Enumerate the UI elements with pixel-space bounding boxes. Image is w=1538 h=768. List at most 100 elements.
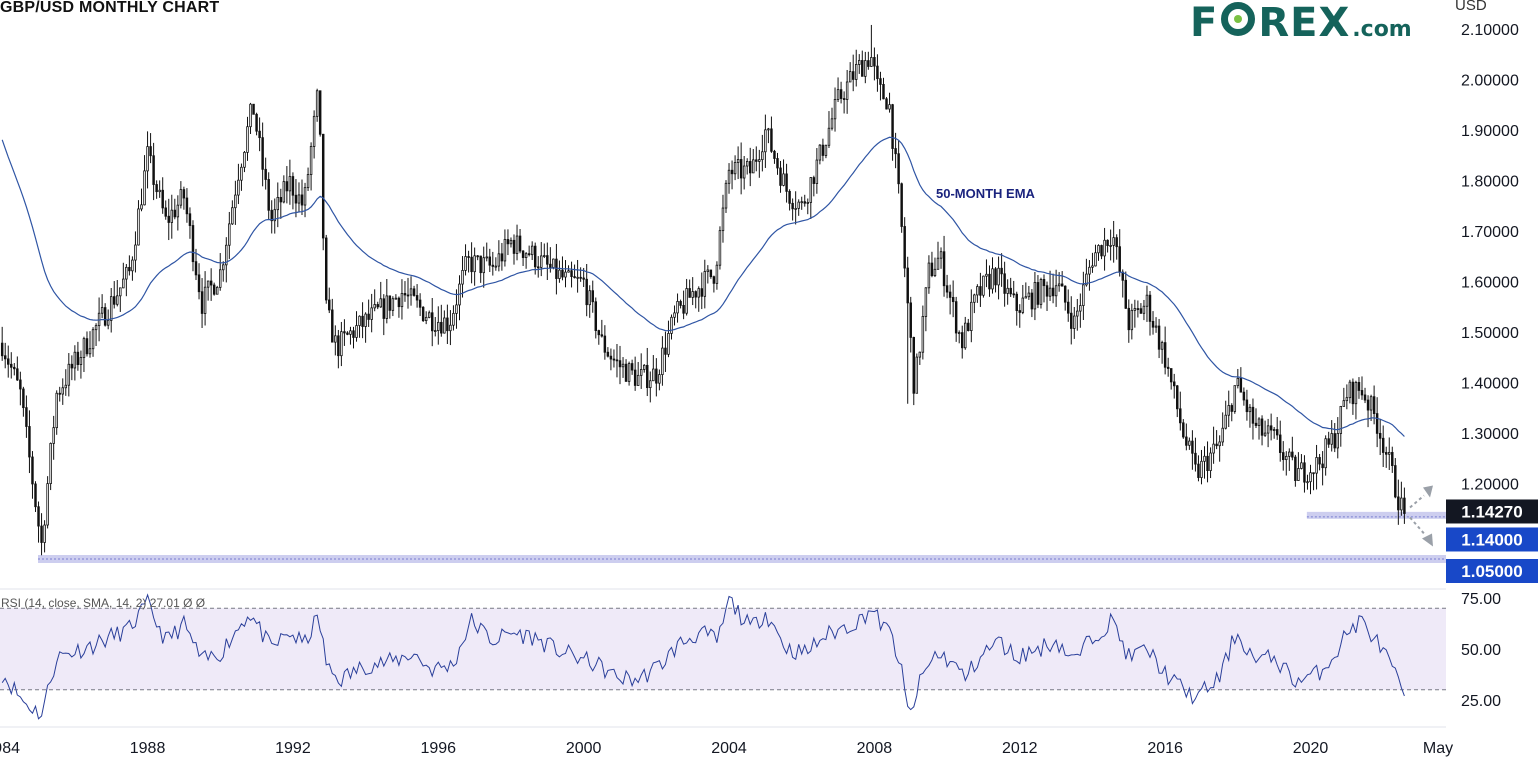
candle-body (685, 288, 688, 314)
candle-body (61, 387, 64, 395)
rsi-pane (0, 588, 1446, 720)
candle-body (391, 298, 395, 311)
candle-body (191, 225, 195, 263)
candle-body (1303, 462, 1306, 483)
candle-body (997, 267, 1000, 286)
candle-body (16, 368, 19, 381)
candle-body (745, 161, 749, 167)
candle-body (1106, 239, 1109, 246)
candle-body (28, 426, 31, 458)
candle-body (1021, 297, 1025, 313)
candle-body (867, 60, 870, 67)
candle-body (1278, 434, 1282, 453)
candle-body (237, 179, 240, 196)
candle-body (476, 255, 479, 258)
candle-body (479, 255, 482, 274)
candle-series (0, 24, 1406, 556)
candle-body (1094, 252, 1097, 267)
arrow-down-shaft (1409, 516, 1425, 535)
candle-body (1378, 432, 1382, 439)
candle-body (985, 273, 988, 277)
candle-body (161, 189, 164, 209)
price-axis: 2.10000 2.00000 1.90000 1.80000 1.70000 1.600… (1461, 22, 1519, 710)
candle-body (1251, 406, 1255, 424)
candle-body (718, 230, 722, 266)
candle-body (646, 364, 649, 389)
rsi-legend[interactable]: RSI (14, close, SMA, 14, 2) 27.01 Ø Ø (1, 596, 206, 610)
candle-body (373, 304, 376, 309)
candle-body (500, 253, 504, 262)
candle-body (261, 137, 264, 170)
candle-body (627, 363, 631, 382)
support-band-1-14 (1306, 511, 1446, 519)
candle-body (742, 165, 746, 179)
candle-body (830, 118, 834, 129)
candle-body (512, 239, 516, 254)
candle-body (603, 335, 607, 353)
candle-body (3, 355, 7, 360)
candle-body (1297, 468, 1300, 481)
candle-body (49, 443, 52, 485)
candle-body (788, 190, 791, 204)
candle-body (715, 264, 719, 284)
candle-body (712, 276, 716, 284)
candle-body (1070, 312, 1073, 329)
price-tick-label: 1.90000 (1461, 123, 1519, 140)
candle-body (355, 325, 358, 338)
candle-body (533, 245, 537, 268)
candle-body (552, 258, 555, 268)
candle-body (515, 235, 519, 254)
ema-label: 50-MONTH EMA (936, 186, 1036, 201)
candle-body (403, 293, 407, 296)
candle-body (773, 150, 776, 159)
price-tick-label: 2.10000 (1461, 22, 1519, 39)
candle-body (1242, 391, 1246, 401)
candle-body (791, 202, 794, 210)
candle-body (252, 103, 255, 115)
candle-body (906, 267, 909, 304)
candle-body (633, 369, 637, 386)
candle-body (1233, 385, 1237, 412)
candle-body (954, 301, 958, 334)
candle-body (116, 295, 119, 305)
candle-body (134, 244, 137, 261)
candle-body (976, 286, 979, 296)
candle-body (291, 176, 295, 196)
candle-body (225, 244, 228, 266)
time-axis: 1984 1988 1992 1996 2000 2004 2008 2012 2016 2020… (0, 726, 1453, 757)
candle-body (470, 256, 473, 273)
candle-body (1263, 432, 1267, 436)
candle-body (328, 299, 331, 311)
candle-body (924, 287, 928, 317)
candle-body (331, 309, 334, 343)
candle-body (282, 181, 286, 203)
candle-body (206, 280, 210, 288)
candle-body (1015, 293, 1018, 311)
candle-body (988, 273, 991, 290)
time-tick-label: May (1423, 740, 1453, 757)
candle-body (25, 407, 28, 427)
candle-body (122, 278, 125, 289)
candle-body (231, 207, 234, 225)
candle-body (1372, 396, 1376, 414)
candle-body (1048, 287, 1052, 297)
candle-body (1142, 305, 1146, 314)
candle-body (597, 330, 601, 336)
candle-body (652, 368, 655, 382)
candle-body (467, 256, 470, 258)
candle-body (800, 201, 803, 204)
candle-body (240, 166, 243, 181)
candle-body (1197, 463, 1200, 478)
candle-body (1176, 385, 1179, 410)
candle-body (739, 159, 743, 179)
candle-body (325, 237, 328, 301)
candle-body (600, 334, 604, 337)
candle-body (1088, 266, 1091, 275)
candle-body (848, 71, 852, 83)
candle-body (85, 338, 89, 355)
candle-body (58, 392, 61, 395)
candle-body (119, 287, 122, 297)
candle-body (340, 331, 343, 357)
candle-body (764, 129, 767, 153)
